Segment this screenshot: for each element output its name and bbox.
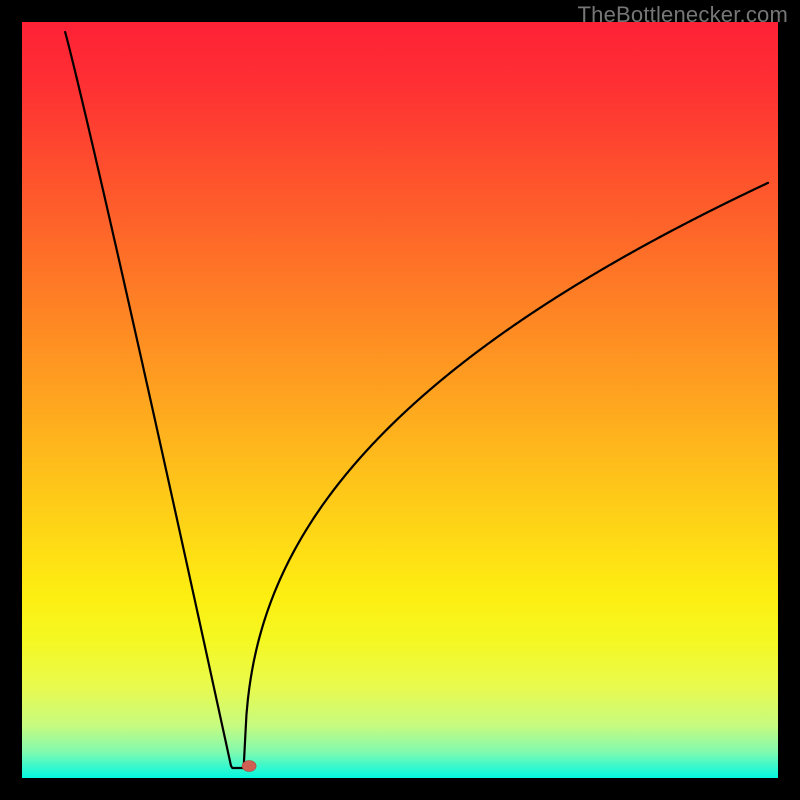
bottleneck-chart: [0, 0, 800, 800]
watermark-text: TheBottlenecker.com: [578, 2, 788, 28]
chart-container: TheBottlenecker.com: [0, 0, 800, 800]
chart-background: [22, 22, 778, 778]
optimal-point-marker: [242, 761, 256, 772]
